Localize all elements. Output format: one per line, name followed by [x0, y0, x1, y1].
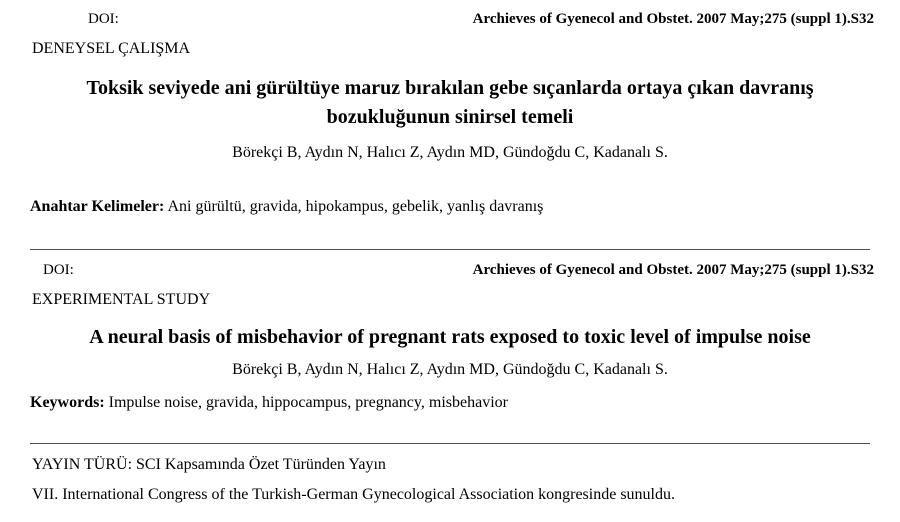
meta-row: DOI: Archieves of Gyenecol and Obstet. 2… — [0, 261, 900, 279]
keywords-text: Ani gürültü, gravida, hipokampus, gebeli… — [167, 198, 544, 215]
title-line: A neural basis of misbehavior of pregnan… — [89, 326, 811, 348]
section-divider — [30, 249, 870, 250]
section-divider — [30, 443, 870, 444]
journal-reference: Archieves of Gyenecol and Obstet. 2007 M… — [472, 262, 874, 278]
authors-line: Börekçi B, Aydın N, Halıcı Z, Aydın MD, … — [232, 144, 668, 161]
title-line: Toksik seviyede ani gürültüye maruz bıra… — [86, 77, 814, 99]
meta-row: DOI: Archieves of Gyenecol and Obstet. 2… — [0, 10, 900, 28]
doi-label: DOI: — [43, 262, 74, 278]
study-type-label: DENEYSEL ÇALIŞMA — [32, 40, 191, 57]
keywords-text: Impulse noise, gravida, hippocampus, pre… — [108, 394, 508, 411]
doi-label: DOI: — [88, 11, 119, 27]
record-footer: YAYIN TÜRÜ: SCI Kapsamında Özet Türünden… — [0, 455, 900, 505]
article-title-english: A neural basis of misbehavior of pregnan… — [0, 323, 900, 352]
article-title-turkish: Toksik seviyede ani gürültüye maruz bıra… — [40, 74, 860, 132]
authors-line: Börekçi B, Aydın N, Halıcı Z, Aydın MD, … — [232, 361, 668, 378]
journal-reference: Archieves of Gyenecol and Obstet. 2007 M… — [472, 11, 874, 27]
keywords-label: Keywords: — [30, 394, 105, 411]
record-english: DOI: Archieves of Gyenecol and Obstet. 2… — [0, 261, 900, 413]
presented-at: VII. International Congress of the Turki… — [32, 486, 675, 503]
study-type-label: EXPERIMENTAL STUDY — [32, 291, 211, 308]
keywords-label: Anahtar Kelimeler: — [30, 198, 165, 215]
title-line: bozukluğunun sinirsel temeli — [326, 106, 574, 128]
publication-type: YAYIN TÜRÜ: SCI Kapsamında Özet Türünden… — [32, 456, 386, 473]
record-turkish: DOI: Archieves of Gyenecol and Obstet. 2… — [0, 10, 900, 217]
keywords-line: Keywords: Impulse noise, gravida, hippoc… — [30, 393, 900, 413]
keywords-line: Anahtar Kelimeler: Ani gürültü, gravida,… — [30, 197, 900, 217]
